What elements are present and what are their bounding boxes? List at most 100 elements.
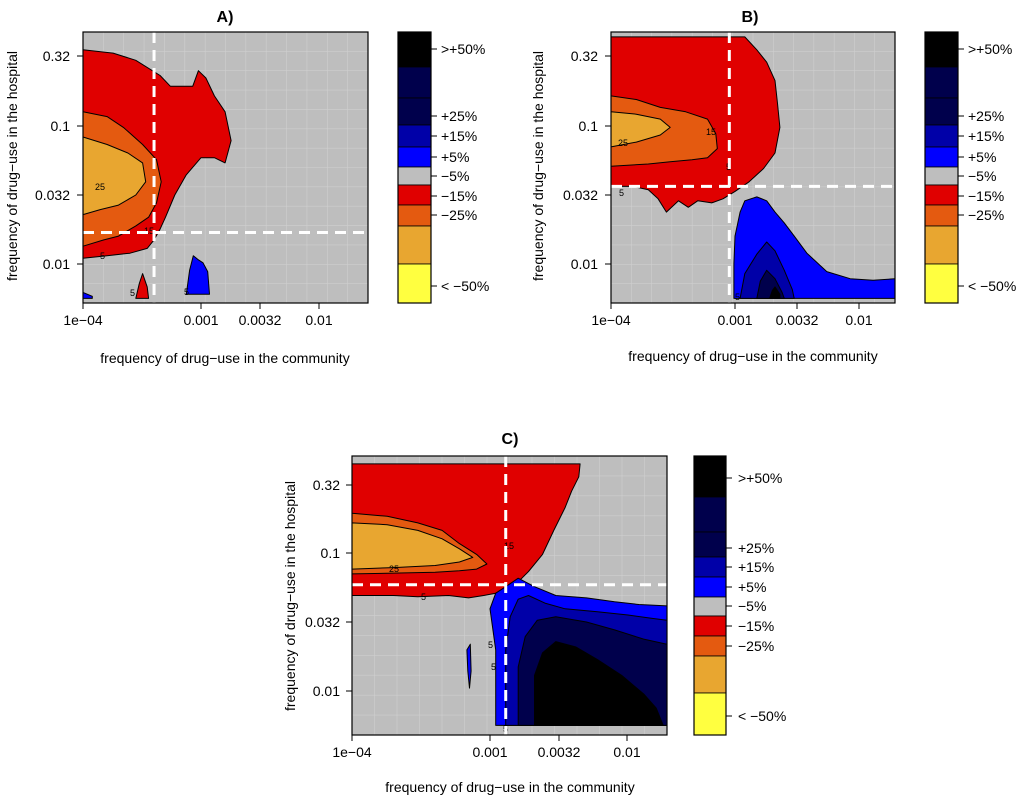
panel-b-title: B) xyxy=(742,9,759,26)
panel-a-y-tick-label-0-032: 0.032 xyxy=(35,187,70,203)
panel-a-contour-label-5: 5 xyxy=(100,251,105,261)
panel-c-title: C) xyxy=(502,431,519,448)
panel-c-contours xyxy=(351,463,668,726)
panel-a-region-2 xyxy=(82,136,147,216)
legend-a-label-p15: +15% xyxy=(441,128,477,144)
legend-a-swatch-6 xyxy=(397,184,432,206)
panel-c-x-tick-label-0-0032: 0.0032 xyxy=(538,744,581,760)
legend-c-label-lt50: < −50% xyxy=(738,708,786,724)
legend-a-label-lt50: < −50% xyxy=(441,278,489,294)
legend-b-label-m15: −15% xyxy=(968,188,1004,204)
legend-b-label-p25: +25% xyxy=(968,108,1004,124)
panel-b-region-6 xyxy=(769,286,781,299)
panel-c-y-axis-label: frequency of drug−use in the hospital xyxy=(282,481,298,711)
legend-c-swatch-5 xyxy=(693,596,727,617)
panel-c-x-tick-label-0-001: 0.001 xyxy=(472,744,507,760)
legend-c-label-p25: +25% xyxy=(738,540,774,556)
legend-c-label-m5: −5% xyxy=(738,598,766,614)
legend-c-swatch-2 xyxy=(693,531,727,558)
panel-b-y-tick-label-0-032: 0.032 xyxy=(563,187,598,203)
panel-a-x-tick-label-0-0032: 0.0032 xyxy=(239,312,282,328)
panel-a-contours xyxy=(82,49,232,299)
panel-a-contour-label-15: 15 xyxy=(144,226,154,236)
legend-b-swatch-1 xyxy=(924,66,959,99)
panel-a-x-tick-label-0-01: 0.01 xyxy=(305,312,332,328)
panel-a-x-tick-label-1e-04: 1e−04 xyxy=(63,312,103,328)
legend-b-swatch-5 xyxy=(924,166,959,186)
legend-b-swatch-7 xyxy=(924,204,959,227)
panel-b-x-axis: 1e−04 0.001 0.0032 0.01 frequency of dru… xyxy=(591,302,878,364)
legend-c-swatch-0 xyxy=(693,455,727,498)
legend-c-label-m15: −15% xyxy=(738,618,774,634)
panel-a-contour-label-5c: 5 xyxy=(184,287,189,297)
panel-c-contour-label-5: 5 xyxy=(421,592,426,602)
legend-a-swatch-1 xyxy=(397,66,432,99)
legend-a: >+50% +25% +15% +5% −5% −15% −25% < −50% xyxy=(397,31,489,304)
legend-c-swatch-4 xyxy=(693,576,727,598)
legend-c-label-p5: +5% xyxy=(738,579,766,595)
panel-c-x-tick-label-1e-04: 1e−04 xyxy=(332,744,372,760)
panel-a-x-axis: 1e−04 0.001 0.0032 0.01 frequency of dru… xyxy=(63,302,350,366)
legend-a-color-swatches xyxy=(397,31,432,304)
legend-c-color-swatches xyxy=(693,455,727,736)
legend-a-label-m5: −5% xyxy=(441,168,469,184)
panel-b-x-tick-label-0-01: 0.01 xyxy=(845,312,872,328)
panel-a: A) 25 15 5 5 5 1e−04 0.001 0.0032 0.01 f… xyxy=(4,9,369,366)
legend-b-label-gt50: >+50% xyxy=(968,41,1012,57)
legend-a-swatch-4 xyxy=(397,146,432,168)
legend-b-swatch-4 xyxy=(924,146,959,168)
legend-a-label-m15: −15% xyxy=(441,188,477,204)
legend-a-ticks xyxy=(431,48,437,287)
legend-b-swatch-6 xyxy=(924,184,959,206)
legend-a-frame xyxy=(397,31,432,304)
panel-c-contour-label-5b: 5 xyxy=(488,640,493,650)
panel-b-x-tick-label-0-0032: 0.0032 xyxy=(776,312,819,328)
panel-c-region-2 xyxy=(351,522,474,570)
panel-c-y-tick-label-0-01: 0.01 xyxy=(313,683,340,699)
panel-a-y-axis-label: frequency of drug−use in the hospital xyxy=(4,51,20,281)
panel-b-x-axis-label: frequency of drug−use in the community xyxy=(628,348,877,364)
legend-c-swatch-3 xyxy=(693,556,727,578)
legend-b-label-m25: −25% xyxy=(968,207,1004,223)
legend-b-label-p15: +15% xyxy=(968,128,1004,144)
panel-c-contour-label-15: 15 xyxy=(504,541,514,551)
legend-a-swatch-9 xyxy=(397,263,432,304)
legend-b-label-p5: +5% xyxy=(968,149,996,165)
panel-c-contour-label-25: 25 xyxy=(389,564,399,574)
legend-c-swatch-6 xyxy=(693,615,727,637)
legend-a-label-gt50: >+50% xyxy=(441,41,485,57)
panel-b-contour-label-15: 15 xyxy=(706,127,716,137)
panel-c-y-axis: 0.32 0.1 0.032 0.01 frequency of drug−us… xyxy=(282,477,353,711)
legend-b-swatch-3 xyxy=(924,124,959,148)
panel-b-contour-label-25: 25 xyxy=(618,138,628,148)
legend-c-swatch-8 xyxy=(693,655,727,694)
panel-b-region-2 xyxy=(610,111,671,148)
panel-c-x-tick-label-0-01: 0.01 xyxy=(613,744,640,760)
legend-b: >+50% +25% +15% +5% −5% −15% −25% < −50% xyxy=(924,31,1016,304)
legend-b-swatch-0 xyxy=(924,31,959,68)
panel-a-title: A) xyxy=(217,9,234,26)
panel-a-contour-label-25: 25 xyxy=(95,182,105,192)
panel-a-y-tick-label-0-1: 0.1 xyxy=(51,118,71,134)
legend-b-swatch-2 xyxy=(924,97,959,126)
panel-b-x-tick-label-0-001: 0.001 xyxy=(717,312,752,328)
legend-a-label-m25: −25% xyxy=(441,207,477,223)
panel-a-y-axis: 0.32 0.1 0.032 0.01 frequency of drug−us… xyxy=(4,48,84,281)
legend-c-label-p15: +15% xyxy=(738,559,774,575)
panel-b-y-tick-label-0-1: 0.1 xyxy=(579,118,599,134)
panel-b-y-axis: 0.32 0.1 0.032 0.01 frequency of drug−us… xyxy=(530,48,612,281)
legend-c: >+50% +25% +15% +5% −5% −15% −25% < −50% xyxy=(693,455,786,736)
panel-c-x-axis: 1e−04 0.001 0.0032 0.01 frequency of dru… xyxy=(332,734,641,795)
panel-a-contour-labels: 25 15 5 5 5 xyxy=(95,182,189,298)
legend-b-ticks xyxy=(958,48,964,287)
panel-c-region-6 xyxy=(534,641,664,726)
panel-a-x-tick-label-0-001: 0.001 xyxy=(183,312,218,328)
panel-a-region-3 xyxy=(185,255,210,295)
panel-b: B) 25 15 5 5 5 1e−04 0.001 0.0032 0.01 f… xyxy=(530,9,896,364)
panel-b-y-tick-label-0-01: 0.01 xyxy=(571,256,598,272)
legend-a-label-p25: +25% xyxy=(441,108,477,124)
panel-c-y-tick-label-0-1: 0.1 xyxy=(321,545,341,561)
panel-c-contour-label-5c: 5 xyxy=(491,662,496,672)
legend-a-swatch-8 xyxy=(397,225,432,265)
